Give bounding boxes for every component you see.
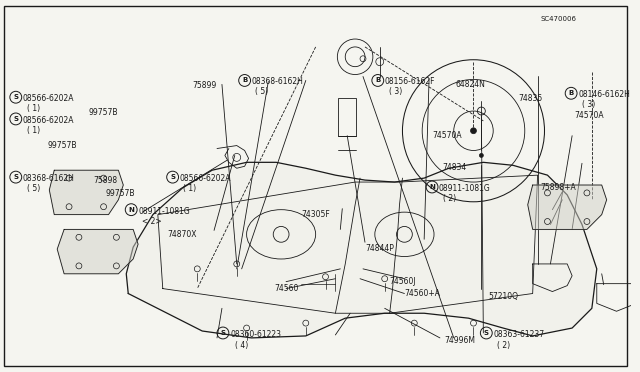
Text: ( 4): ( 4)	[235, 341, 248, 350]
Text: 08360-61223: 08360-61223	[231, 330, 282, 339]
Text: B: B	[375, 77, 380, 83]
Text: 74560: 74560	[274, 284, 299, 293]
Text: 57210Q: 57210Q	[488, 292, 518, 301]
Text: < 2>: < 2>	[142, 217, 162, 225]
Text: SC470006: SC470006	[541, 16, 577, 22]
Text: ( 1): ( 1)	[27, 126, 40, 135]
Text: 74560+A: 74560+A	[404, 289, 440, 298]
Text: 99757B: 99757B	[106, 189, 135, 198]
Text: 74560J: 74560J	[390, 277, 416, 286]
Text: N: N	[128, 207, 134, 213]
Text: 99757B: 99757B	[89, 108, 118, 117]
Text: 08368-6162H: 08368-6162H	[22, 174, 75, 183]
Text: 08363-61237: 08363-61237	[493, 330, 545, 339]
Polygon shape	[57, 230, 138, 274]
Text: 08566-6202A: 08566-6202A	[22, 94, 74, 103]
Text: 74570A: 74570A	[432, 131, 461, 140]
Text: 64824N: 64824N	[456, 80, 486, 89]
Polygon shape	[528, 185, 607, 230]
Text: 74996M: 74996M	[444, 336, 475, 345]
Polygon shape	[126, 162, 596, 338]
Text: ( 5): ( 5)	[27, 184, 40, 193]
Text: ( 1): ( 1)	[27, 104, 40, 113]
Text: ( 3): ( 3)	[582, 100, 595, 109]
Text: ( 2): ( 2)	[443, 194, 456, 203]
Text: 75898: 75898	[93, 176, 118, 185]
Text: 08368-6162H: 08368-6162H	[252, 77, 303, 87]
Text: S: S	[13, 116, 19, 122]
Text: B: B	[568, 90, 573, 96]
Text: 74835: 74835	[518, 94, 542, 103]
Circle shape	[470, 128, 476, 134]
Text: 74570A: 74570A	[574, 111, 604, 120]
Polygon shape	[49, 170, 124, 215]
Text: 99757B: 99757B	[47, 141, 77, 150]
Text: 08156-6162F: 08156-6162F	[385, 77, 435, 87]
Text: 74305F: 74305F	[301, 210, 330, 219]
Text: 08566-6202A: 08566-6202A	[22, 116, 74, 125]
Text: B: B	[242, 77, 247, 83]
Text: 08566-6202A: 08566-6202A	[180, 174, 231, 183]
Bar	[339, 98, 356, 136]
Text: S: S	[220, 330, 225, 336]
Text: S: S	[13, 174, 19, 180]
Text: ( 1): ( 1)	[184, 184, 196, 193]
Text: 74870X: 74870X	[168, 230, 197, 240]
Text: 08911-1081G: 08911-1081G	[439, 184, 491, 193]
Text: 08911-1081G: 08911-1081G	[138, 207, 190, 216]
Text: 74844P: 74844P	[365, 244, 394, 253]
Text: S: S	[13, 94, 19, 100]
Circle shape	[479, 153, 483, 157]
Text: 75898+A: 75898+A	[541, 183, 576, 192]
Text: ( 2): ( 2)	[497, 341, 510, 350]
Text: 74834: 74834	[442, 163, 466, 172]
Text: S: S	[170, 174, 175, 180]
Text: ( 3): ( 3)	[388, 87, 402, 96]
Text: N: N	[429, 184, 435, 190]
Text: S: S	[484, 330, 489, 336]
Text: 75899: 75899	[193, 81, 216, 90]
Text: 08146-6162H: 08146-6162H	[578, 90, 630, 99]
Text: ( 5): ( 5)	[255, 87, 269, 96]
